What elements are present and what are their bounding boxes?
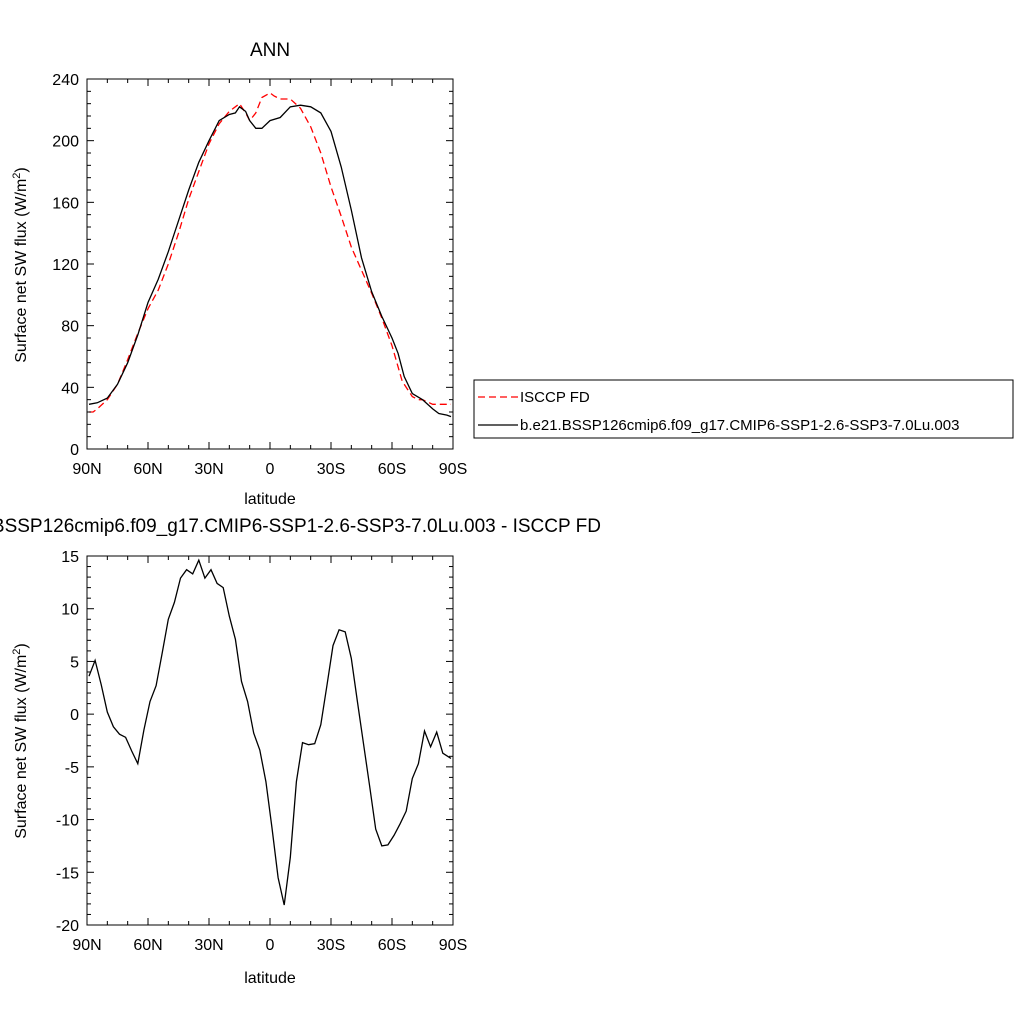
chart-title: b.e21.BSSP126cmip6.f09_g17.CMIP6-SSP1-2.… <box>0 516 601 537</box>
y-tick-label: 0 <box>70 707 79 724</box>
series-line-1 <box>88 104 452 418</box>
x-tick-label: 60N <box>133 461 162 478</box>
y-tick-label: -20 <box>56 918 79 935</box>
plot-area: 90N 60N 30N 0 30S 60S 90S -20 -15 -10 -5 0 5 10 15 <box>56 549 467 954</box>
y-tick-label: 15 <box>61 549 79 566</box>
x-tick-label: 30N <box>194 461 223 478</box>
x-tick-label: 90N <box>72 461 101 478</box>
x-tick-label: 30S <box>317 461 345 478</box>
y-tick-label: 40 <box>61 380 79 397</box>
x-tick-label: 90S <box>439 937 467 954</box>
legend: ISCCP FD b.e21.BSSP126cmip6.f09_g17.CMIP… <box>473 379 1014 439</box>
y-tick-label: 10 <box>61 602 79 619</box>
y-tick-label: 240 <box>52 72 79 89</box>
y-axis-label: Surface net SW flux (W/m2) <box>11 643 30 839</box>
x-tick-label: 90S <box>439 461 467 478</box>
x-tick-label: 0 <box>266 937 275 954</box>
x-tick-label: 30N <box>194 937 223 954</box>
x-axis-label: latitude <box>244 491 296 508</box>
chart-panel-annual: ANN 90N 60N 30N 0 30S 60S 90S 0 40 80 120 160 200 240… <box>11 40 467 508</box>
x-tick-label: 90N <box>72 937 101 954</box>
y-tick-label: -10 <box>56 813 79 830</box>
series-line-0 <box>89 92 451 413</box>
legend-box <box>473 379 1014 439</box>
series-line-0 <box>88 558 452 906</box>
legend-label-isccp: ISCCP FD <box>520 389 590 406</box>
y-tick-label: 160 <box>52 195 79 212</box>
legend-label-model: b.e21.BSSP126cmip6.f09_g17.CMIP6-SSP1-2.… <box>520 417 959 434</box>
y-axis-label: Surface net SW flux (W/m2) <box>11 167 30 363</box>
x-tick-label: 60S <box>378 937 406 954</box>
y-tick-label: 80 <box>61 319 79 336</box>
y-tick-label: 120 <box>52 257 79 274</box>
y-tick-label: 5 <box>70 654 79 671</box>
y-tick-label: 0 <box>70 442 79 459</box>
plot-frame <box>86 78 454 450</box>
y-tick-label: -5 <box>65 760 79 777</box>
x-axis-label: latitude <box>244 970 296 987</box>
chart-title: ANN <box>250 40 290 61</box>
x-tick-label: 60S <box>378 461 406 478</box>
x-tick-label: 30S <box>317 937 345 954</box>
chart-panel-difference: b.e21.BSSP126cmip6.f09_g17.CMIP6-SSP1-2.… <box>0 516 601 987</box>
x-tick-label: 0 <box>266 461 275 478</box>
plot-area: 90N 60N 30N 0 30S 60S 90S 0 40 80 120 160 200 240 <box>52 72 467 478</box>
y-tick-label: -15 <box>56 865 79 882</box>
x-tick-label: 60N <box>133 937 162 954</box>
y-tick-label: 200 <box>52 134 79 151</box>
